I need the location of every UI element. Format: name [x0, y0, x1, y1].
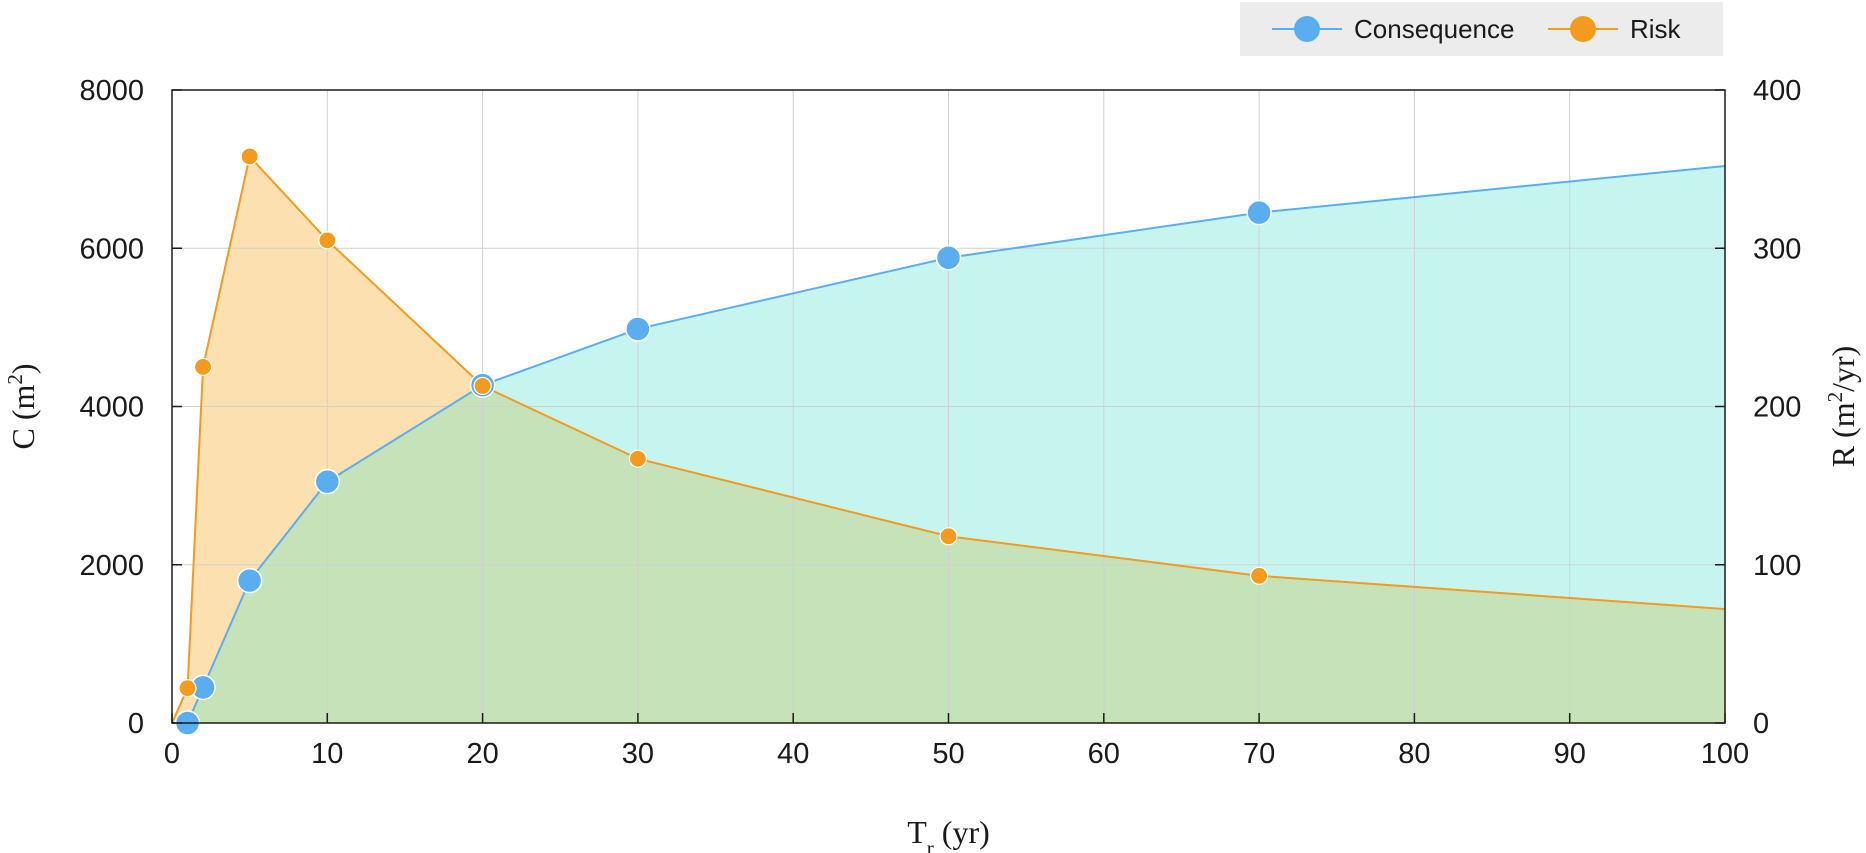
y-right-tick-label: 100: [1753, 550, 1801, 582]
x-axis-title: Tr (yr): [907, 814, 990, 853]
x-tick-label: 80: [1398, 738, 1430, 770]
x-tick-label: 90: [1554, 738, 1586, 770]
legend-risk-label: Risk: [1630, 14, 1682, 44]
grid: [172, 90, 1725, 723]
y-left-tick-label: 4000: [79, 392, 144, 424]
legend: Consequence Risk: [1240, 2, 1723, 56]
x-tick-label: 0: [164, 738, 180, 770]
risk-point: [1249, 566, 1269, 585]
y-right-tick-label: 200: [1753, 392, 1801, 424]
y-right-tick-label: 400: [1753, 75, 1801, 107]
risk-point: [473, 376, 492, 396]
consequence-point: [314, 468, 341, 495]
y-right-tick-label: 0: [1753, 708, 1769, 740]
risk-point: [193, 357, 213, 377]
risk-point: [178, 679, 197, 698]
x-tick-label: 30: [622, 738, 654, 770]
risk-point: [240, 147, 259, 166]
y-right-tick-label: 300: [1753, 233, 1801, 265]
risk-point: [939, 527, 958, 546]
x-tick-label: 60: [1088, 738, 1120, 770]
risk-line: [171, 154, 1726, 724]
y-right-axis-title: R (m2/yr): [1823, 346, 1861, 468]
y-left-tick-label: 8000: [79, 75, 144, 107]
y-left-tick-label: 6000: [79, 233, 144, 265]
consequence-point: [1246, 199, 1272, 226]
consequence-point: [625, 316, 651, 342]
x-tick-label: 50: [932, 738, 964, 770]
y-left-tick-label: 0: [128, 708, 144, 740]
x-tick-label: 40: [777, 738, 809, 770]
x-tick-label: 100: [1701, 738, 1749, 770]
axis-titles: Tr (yr) C (m2) R (m2/yr): [3, 346, 1861, 853]
risk-point: [318, 231, 337, 250]
x-tick-label: 70: [1243, 738, 1275, 770]
legend-consequence-label: Consequence: [1354, 14, 1514, 44]
x-tick-label: 10: [311, 738, 343, 770]
y-left-tick-label: 2000: [79, 550, 144, 582]
consequence-point: [935, 244, 962, 271]
x-tick-label: 20: [466, 738, 498, 770]
tick-labels: 0 10 20 30 40 50 60 70 80 90 100020004000600080000…: [79, 75, 1801, 770]
legend-risk-marker: [1570, 16, 1596, 42]
consequence-point: [236, 567, 263, 594]
series-lines: [171, 154, 1726, 724]
legend-consequence-marker: [1294, 16, 1320, 42]
consequence-line: [172, 164, 1726, 724]
y-left-axis-title: C (m2): [3, 363, 41, 449]
risk-point: [628, 449, 648, 468]
